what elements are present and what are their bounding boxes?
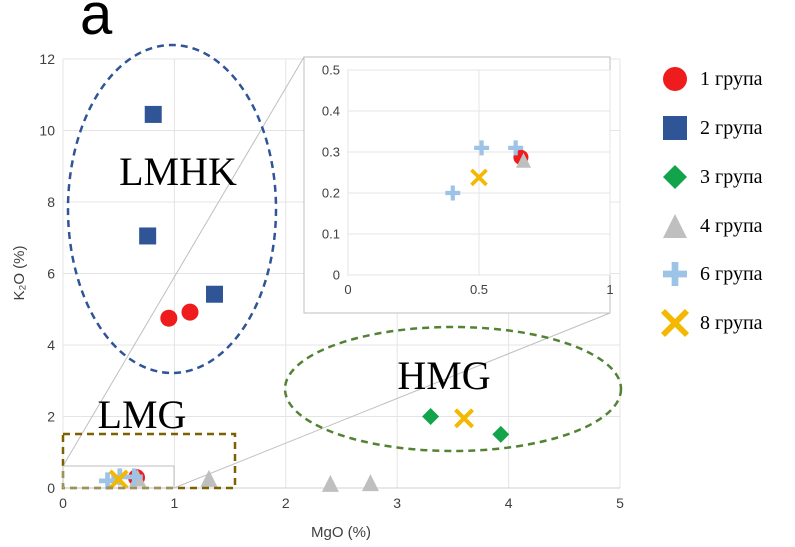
x-tick-label: 0 xyxy=(59,495,67,511)
y-tick-label: 2 xyxy=(47,408,55,424)
data-point xyxy=(99,472,117,490)
zoom-source-box xyxy=(62,465,175,489)
y-tick-label: 0.4 xyxy=(322,104,340,119)
legend-label: 4 група xyxy=(700,214,763,237)
legend-marker-icon xyxy=(663,165,687,189)
zoom-connector-line xyxy=(173,312,611,489)
data-point xyxy=(422,408,440,425)
legend-marker-icon xyxy=(663,116,687,140)
legend-marker xyxy=(663,262,687,286)
legend-label: 2 група xyxy=(700,116,763,139)
data-point xyxy=(321,474,339,492)
legend-label: 6 група xyxy=(700,262,763,285)
x-axis-title: MgO (%) xyxy=(311,524,371,541)
y-axis-title: K₂O (%) xyxy=(11,246,28,301)
legend-marker xyxy=(663,67,687,91)
legend-marker xyxy=(663,165,687,189)
legend-label: 3 група xyxy=(700,165,763,188)
y-tick-label: 8 xyxy=(47,194,55,210)
legend-marker xyxy=(663,116,687,140)
y-tick-label: 10 xyxy=(39,122,55,138)
data-point xyxy=(108,469,129,490)
inset-data-point xyxy=(445,185,461,201)
inset-data-point xyxy=(474,140,490,156)
x-tick-label: 0 xyxy=(344,282,351,297)
inset-data-point xyxy=(508,140,524,156)
y-tick-label: 0.3 xyxy=(322,145,340,160)
lmhk-label: LMHK xyxy=(119,149,237,194)
data-point xyxy=(160,309,178,327)
legend-item: 4 група xyxy=(660,211,763,241)
y-tick-label: 12 xyxy=(39,51,55,67)
legend-item: 8 група xyxy=(660,308,763,338)
x-tick-label: 0.5 xyxy=(470,282,488,297)
inset-data-point xyxy=(470,168,488,187)
data-point xyxy=(361,474,379,492)
data-point xyxy=(200,469,218,487)
legend-marker xyxy=(663,214,687,238)
x-tick-label: 2 xyxy=(282,495,290,511)
x-tick-label: 1 xyxy=(606,282,613,297)
x-tick-label: 1 xyxy=(171,495,179,511)
data-point xyxy=(144,105,162,123)
legend-item: 1 група xyxy=(660,64,763,94)
y-tick-label: 4 xyxy=(47,337,55,353)
data-point xyxy=(206,285,224,303)
legend-item: 3 група xyxy=(660,162,763,192)
legend-item: 2 група xyxy=(660,113,763,143)
hmg-ellipse xyxy=(283,325,623,453)
y-tick-label: 6 xyxy=(47,265,55,281)
legend-marker-icon xyxy=(663,214,687,238)
inset-plot: 0 0.5 1 0 0.1 0.2 0.3 0.4 0.5 xyxy=(322,63,614,297)
legend-marker xyxy=(660,308,690,338)
y-tick-label: 0.5 xyxy=(322,63,340,78)
x-tick-label: 3 xyxy=(393,495,401,511)
y-tick-label: 0.2 xyxy=(322,186,340,201)
data-point xyxy=(492,425,510,443)
legend-marker-icon xyxy=(660,308,690,338)
legend-label: 8 група xyxy=(700,311,763,334)
x-tick-label: 5 xyxy=(616,495,624,511)
data-point xyxy=(125,468,143,486)
x-tick-label: 4 xyxy=(505,495,513,511)
inset-data-point xyxy=(516,152,532,168)
data-point xyxy=(181,303,199,321)
lmhk-ellipse xyxy=(66,43,278,375)
zoom-connector-line xyxy=(62,56,305,467)
legend-label: 1 група xyxy=(700,67,763,90)
y-tick-label: 0 xyxy=(47,480,55,496)
legend-item: 6 група xyxy=(660,259,763,289)
legend-marker-icon xyxy=(663,67,687,91)
data-point xyxy=(139,227,157,245)
y-tick-label: 0.1 xyxy=(322,227,340,242)
data-point xyxy=(454,408,474,429)
y-tick-label: 0 xyxy=(333,268,340,283)
hmg-label: HMG xyxy=(397,353,490,398)
legend-marker-icon xyxy=(663,262,687,286)
panel-label: a xyxy=(80,0,113,47)
lmg-label: LMG xyxy=(98,392,187,437)
